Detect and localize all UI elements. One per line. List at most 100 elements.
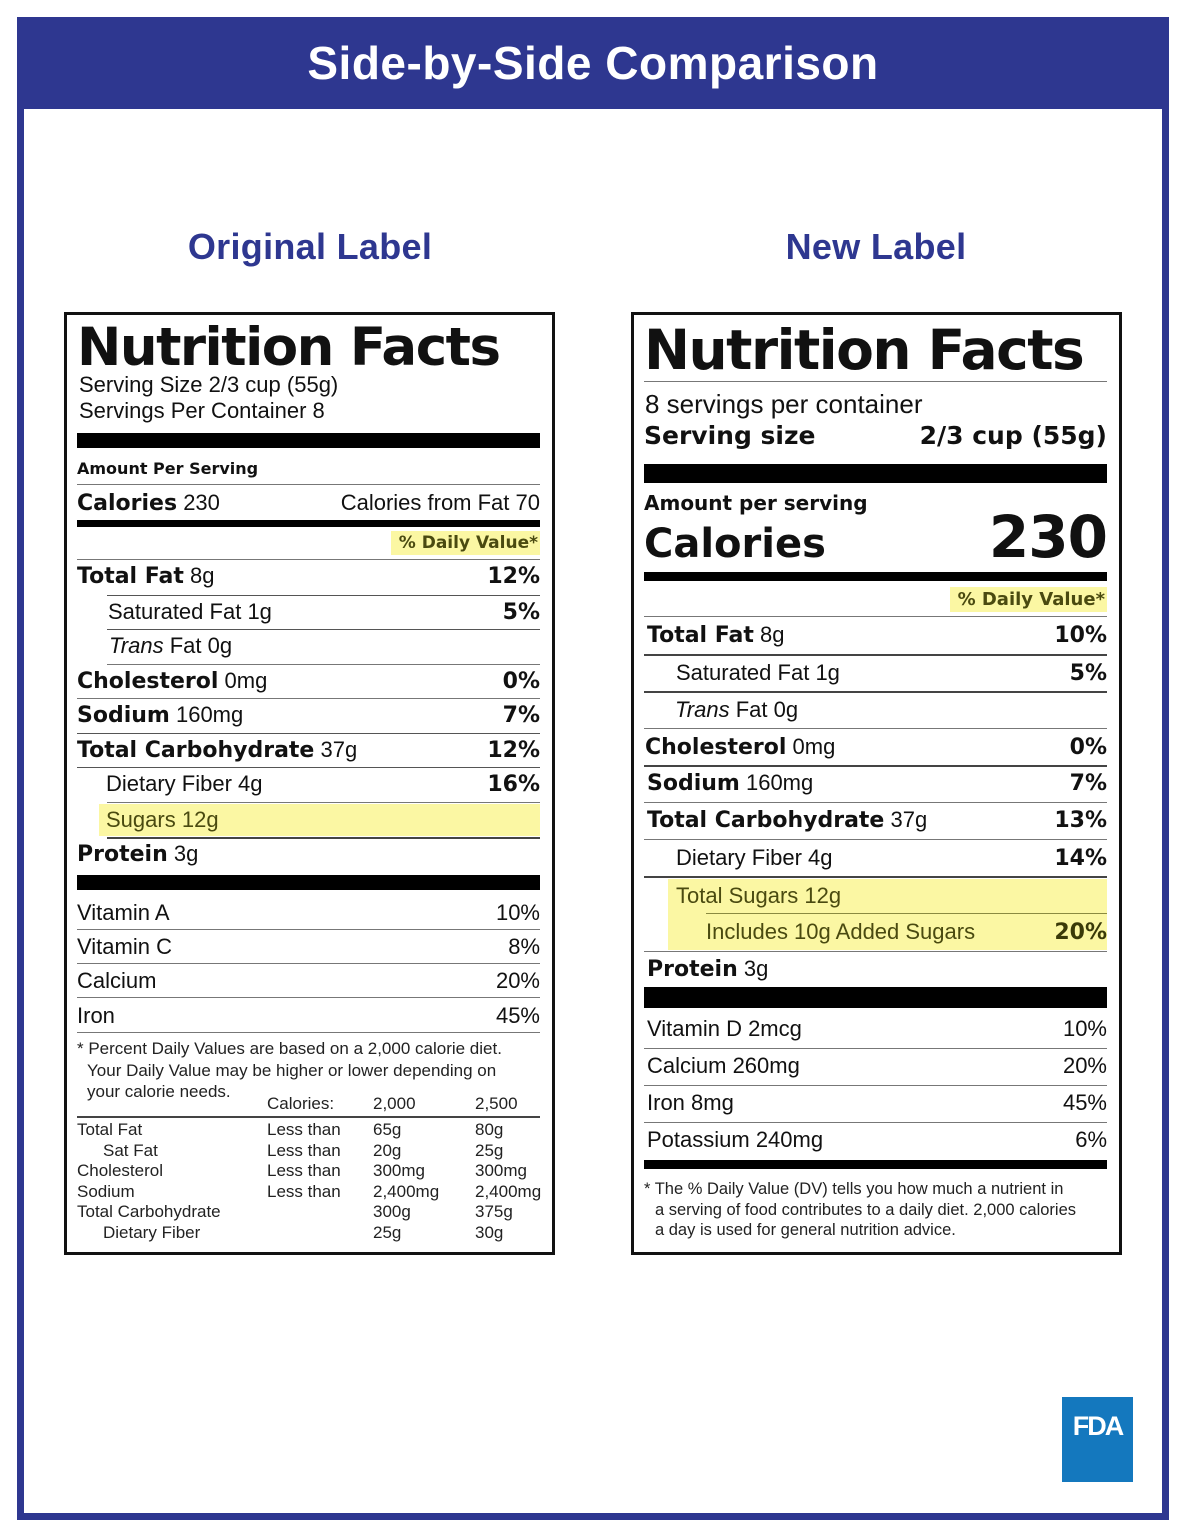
dv-cell: Total Carbohydrate [77, 1202, 221, 1221]
footnote: * Percent Daily Values are based on a 2,… [77, 1038, 540, 1103]
dv-cell: 30g [475, 1222, 504, 1242]
nutrient-dv: 5% [1069, 661, 1107, 686]
label-title: Nutrition Facts [644, 318, 1085, 382]
dv-cell: Less than [267, 1161, 341, 1180]
divider [644, 951, 1107, 952]
divider [107, 664, 540, 665]
dv-cell: 20g [373, 1140, 402, 1160]
nutrient-dv: 0% [502, 669, 540, 694]
fda-logo: FDA [1062, 1397, 1133, 1482]
nutrient-row-total-fat: Total Fat 8g 12% [77, 561, 540, 592]
nutrient-dv: 16% [487, 772, 540, 797]
amount-per-serving: Amount per serving [644, 491, 868, 515]
vitamin-name: Iron 8mg [647, 1090, 734, 1115]
dv-cell: 2,400mg [475, 1181, 542, 1201]
divider [107, 629, 540, 630]
nutrient-row-trans-fat: Trans Fat 0g [77, 631, 540, 661]
dv-header: % Daily Value* [390, 531, 540, 555]
nutrient-row-protein: Protein 3g [77, 839, 540, 870]
vitamin-row: Vitamin C 8% [77, 932, 540, 962]
dv-cell: 300mg [475, 1161, 527, 1180]
dv-table-row: Sodium Less than 2,400mg 2,400mg [77, 1181, 542, 1203]
nutrient-dv: 0% [1069, 735, 1107, 760]
divider [644, 381, 1107, 382]
nutrient-amount: 8g [190, 563, 215, 588]
dv-cell: Total Fat [77, 1120, 143, 1139]
divider [644, 802, 1107, 803]
serving-size-row: Serving size 2/3 cup (55g) [644, 420, 1107, 452]
divider [644, 1048, 1107, 1049]
serving-size-value: 2/3 cup (55g) [919, 421, 1107, 450]
vitamin-row: Vitamin D 2mcg 10% [644, 1013, 1107, 1045]
divider [644, 1122, 1107, 1123]
vitamin-dv: 10% [495, 900, 540, 925]
nutrient-dv: 7% [502, 703, 540, 728]
thick-divider [77, 433, 540, 448]
sugars-highlight: Total Sugars 12g Includes 10g Added Suga… [668, 879, 1107, 950]
nutrient-dv: 12% [487, 738, 540, 763]
nutrient-amount: 1g [815, 660, 840, 685]
nutrient-row-total-fat: Total Fat 8g 10% [644, 619, 1107, 652]
nutrient-row-added-sugars: Includes 10g Added Sugars 20% [668, 915, 1107, 949]
nutrient-name: Saturated Fat [108, 599, 242, 624]
vitamin-row: Calcium 20% [77, 966, 540, 996]
divider [644, 616, 1107, 617]
vitamin-row: Iron 45% [77, 1001, 540, 1031]
nutrient-name: Dietary Fiber [676, 845, 802, 870]
dv-cell: Less than [267, 1140, 341, 1160]
vitamin-dv: 45% [1062, 1090, 1107, 1115]
nutrient-name: Sugars [106, 807, 176, 832]
dv-cell: 2,400mg [373, 1181, 440, 1201]
nutrient-amount: 0g [773, 697, 799, 722]
divider [644, 654, 1107, 656]
nutrient-amount: 0mg [224, 668, 268, 693]
nutrient-row-cholesterol: Cholesterol 0mg 0% [644, 731, 1107, 764]
dv-table-header-2500: 2,500 [475, 1094, 518, 1113]
dv-table-row: Sat Fat Less than 20g 25g [77, 1141, 540, 1162]
footnote-line: * The % Daily Value (DV) tells you how m… [644, 1180, 1064, 1198]
dv-cell: 80g [475, 1120, 504, 1139]
dv-header-row: % Daily Value* [644, 587, 1107, 612]
nutrient-dv: 14% [1054, 846, 1107, 871]
nutrient-name: Protein [647, 957, 738, 982]
dv-table-header: Calories: 2,000 2,500 [77, 1094, 540, 1116]
calories-from-fat: Calories from Fat 70 [340, 490, 540, 515]
dv-cell: 375g [475, 1202, 513, 1221]
divider [77, 963, 540, 964]
thick-divider [77, 875, 540, 890]
dv-table-header-2000: 2,000 [373, 1094, 416, 1113]
vitamin-dv: 8% [508, 934, 540, 959]
nutrient-name: Protein [77, 842, 168, 867]
vitamin-dv: 10% [1062, 1016, 1107, 1041]
calories-row: Calories 230 [644, 507, 1108, 574]
label-title: Nutrition Facts [77, 317, 501, 378]
calories-label: Calories [77, 491, 178, 516]
nutrient-amount: 0mg [792, 734, 836, 759]
divider [644, 839, 1107, 840]
divider [706, 913, 1107, 914]
vitamin-name: Iron [77, 1003, 115, 1028]
amount-per-serving: Amount Per Serving [77, 459, 259, 478]
nutrient-name: Trans [675, 697, 730, 722]
footnote-line: a day is used for general nutrition advi… [655, 1221, 956, 1239]
new-label-heading: New Label [785, 226, 967, 267]
nutrient-row-dietary-fiber: Dietary Fiber 4g 16% [77, 769, 540, 800]
nutrient-amount: 3g [173, 841, 199, 866]
nutrient-name: Cholesterol [645, 735, 787, 760]
divider [644, 1085, 1107, 1086]
dv-cell: 300mg [373, 1161, 425, 1180]
thick-divider [644, 987, 1107, 1008]
dv-cell: 25g [475, 1140, 504, 1160]
dv-cell: Cholesterol [77, 1161, 163, 1180]
nutrient-name: Sodium [77, 703, 170, 728]
vitamin-name: Calcium [77, 968, 157, 993]
dv-cell: Less than [267, 1181, 341, 1201]
calories-value: 230 [183, 490, 220, 515]
dv-table-header-label: Calories: [267, 1094, 335, 1113]
divider [77, 559, 540, 560]
nutrient-amount: 160mg [175, 702, 244, 727]
dv-table-row: Cholesterol Less than 300mg 300mg [77, 1161, 540, 1182]
vitamin-name: Potassium 240mg [647, 1127, 824, 1152]
nutrient-row-total-carbohydrate: Total Carbohydrate 37g 13% [644, 804, 1107, 837]
footnote-line: * Percent Daily Values are based on a 2,… [77, 1039, 502, 1058]
